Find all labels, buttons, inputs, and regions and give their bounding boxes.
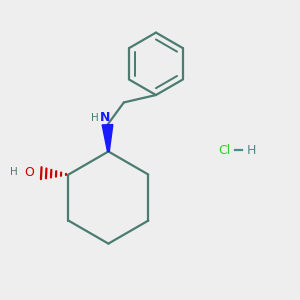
Text: N: N	[100, 111, 110, 124]
Text: O: O	[24, 166, 34, 178]
Text: H: H	[10, 167, 18, 177]
Polygon shape	[102, 124, 113, 152]
Text: Cl: Cl	[218, 143, 231, 157]
Text: H: H	[91, 113, 99, 123]
Text: H: H	[247, 143, 256, 157]
